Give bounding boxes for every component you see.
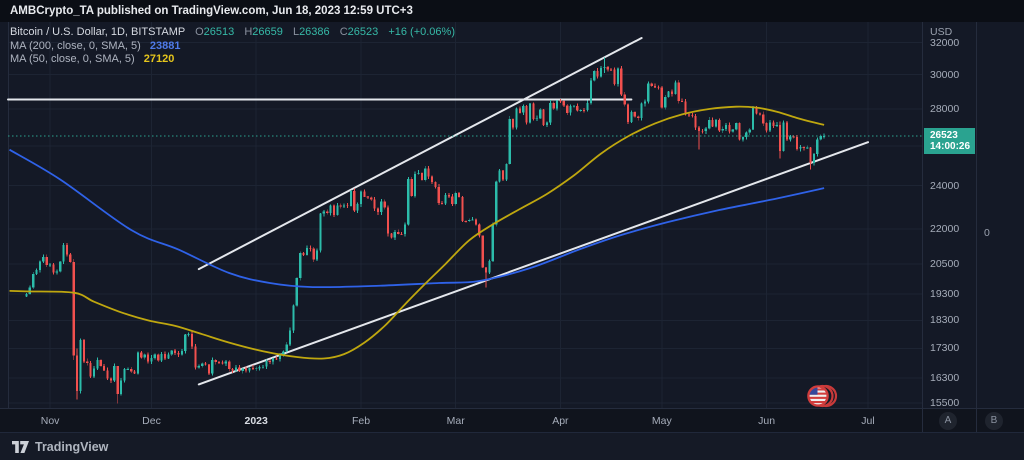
scale-b-button[interactable]: B xyxy=(985,412,1003,430)
high-value: 26659 xyxy=(252,26,283,38)
bar-countdown: 14:00:26 xyxy=(930,141,971,152)
chart-legend: Bitcoin / U.S. Dollar, 1D, BITSTAMP O265… xyxy=(10,26,455,67)
tradingview-brand-link[interactable]: TradingView xyxy=(12,440,108,454)
footer: TradingView xyxy=(0,432,1024,460)
time-tick-label: Nov xyxy=(40,414,60,427)
price-axis-unit: USD xyxy=(930,26,953,38)
low-value: 26386 xyxy=(299,26,330,38)
ma200-value: 23881 xyxy=(149,39,181,52)
open-value: 26513 xyxy=(203,26,235,38)
high-label: H xyxy=(244,26,253,38)
time-tick-label: Dec xyxy=(142,414,161,427)
axis-separator xyxy=(922,409,923,433)
time-tick-label: Feb xyxy=(351,414,371,427)
time-axis[interactable]: Nov Dec 2023 Feb Mar Apr May Jun Jul A B xyxy=(0,408,1024,433)
low-label: L xyxy=(292,26,300,38)
price-tick-label: 18300 xyxy=(930,314,960,327)
legend-symbol-row: Bitcoin / U.S. Dollar, 1D, BITSTAMP O265… xyxy=(10,26,455,40)
price-tick-label: 20500 xyxy=(930,258,960,270)
open-label: O xyxy=(195,26,204,38)
price-tick-label: 19300 xyxy=(930,288,960,300)
time-tick-label: Jun xyxy=(758,414,776,427)
ma200-label: MA (200, close, 0, SMA, 5) xyxy=(10,39,141,52)
price-tick-label: 17300 xyxy=(930,342,960,355)
publish-banner-text: AMBCrypto_TA published on TradingView.co… xyxy=(10,5,413,17)
publish-banner: AMBCrypto_TA published on TradingView.co… xyxy=(0,0,1024,22)
chart-pane: Bitcoin / U.S. Dollar, 1D, BITSTAMP O265… xyxy=(0,22,922,408)
ma50-value: 27120 xyxy=(143,53,175,65)
price-tick-label: 24000 xyxy=(930,179,960,192)
secondary-axis[interactable]: 0 xyxy=(976,22,1024,408)
us-flag-face xyxy=(808,386,828,406)
symbol-title: Bitcoin / U.S. Dollar, 1D, BITSTAMP xyxy=(10,26,186,38)
time-tick-label: May xyxy=(651,414,672,427)
time-tick-label: Mar xyxy=(446,414,465,427)
price-tick-label: 16300 xyxy=(930,371,960,384)
scale-a-button[interactable]: A xyxy=(939,412,957,430)
secondary-axis-zero: 0 xyxy=(984,227,990,239)
price-tick-label: 30000 xyxy=(930,68,960,81)
last-price-badge: 26523 14:00:26 xyxy=(924,128,975,154)
time-tick-label: 2023 xyxy=(244,414,268,427)
tradingview-logo-icon xyxy=(12,441,29,453)
tradingview-brand-text: TradingView xyxy=(35,440,109,454)
axis-separator xyxy=(976,409,977,433)
price-tick-label: 32000 xyxy=(930,36,960,49)
close-value: 26523 xyxy=(347,26,379,38)
close-label: C xyxy=(339,26,348,38)
time-tick-label: Jul xyxy=(861,414,875,427)
ma50-label: MA (50, close, 0, SMA, 5) xyxy=(10,53,135,65)
time-tick-label: Apr xyxy=(552,414,569,427)
price-tick-label: 22000 xyxy=(930,222,960,235)
change-value: +16 (+0.06%) xyxy=(388,26,455,38)
price-tick-label: 15500 xyxy=(930,396,960,409)
legend-ma200-row: MA (200, close, 0, SMA, 5) 23881 xyxy=(10,40,455,54)
legend-ma50-row: MA (50, close, 0, SMA, 5) 27120 xyxy=(10,53,455,67)
price-axis[interactable]: USD 32000 30000 28000 24000 22000 20500 19300 1… xyxy=(922,22,976,409)
candlestick-chart xyxy=(7,22,922,408)
last-price-value: 26523 xyxy=(930,130,958,141)
price-tick-label: 28000 xyxy=(930,103,960,115)
